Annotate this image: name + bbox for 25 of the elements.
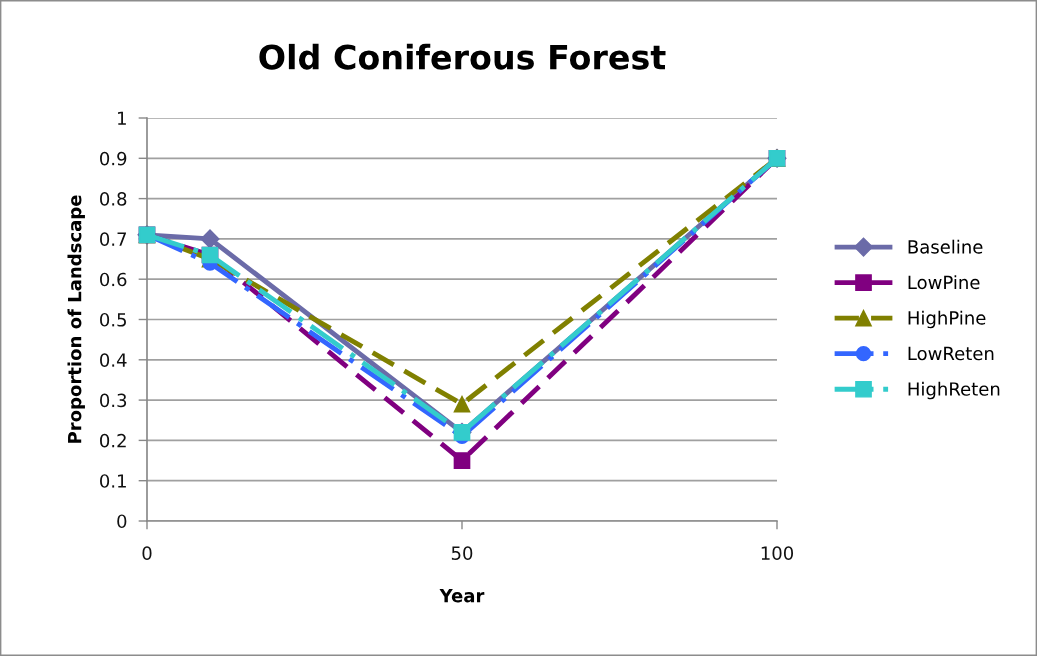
y-tick-label: 0.8: [100, 192, 127, 206]
x-tick-label: 0: [142, 546, 152, 560]
legend-label: LowPine: [908, 275, 980, 290]
y-tick-label: 1: [118, 111, 126, 125]
legend-label: LowReten: [908, 346, 994, 361]
x-tick-label: 100: [761, 546, 794, 560]
y-tick-label: 0.9: [100, 151, 127, 166]
chart-title: Old Coniferous Forest: [259, 43, 666, 70]
y-tick-label: 0.3: [100, 393, 127, 408]
x-tick-label: 50: [451, 546, 473, 560]
point: [453, 395, 471, 413]
x-axis-title: Year: [439, 589, 485, 603]
y-tick-label: 0.7: [100, 232, 127, 247]
y-tick-label: 0.1: [100, 474, 126, 488]
point: [200, 229, 220, 249]
y-tick-label: 0: [117, 514, 127, 529]
y-tick-label: 0.6: [100, 272, 127, 287]
legend-label: Baseline: [908, 239, 983, 254]
legend-label: HighPine: [908, 310, 986, 329]
y-tick-label: 0.2: [100, 433, 126, 448]
y-tick-label: 0.5: [100, 312, 126, 327]
y-tick-label: 0.4: [100, 353, 127, 367]
point: [453, 452, 471, 469]
legend-label: HighReten: [908, 381, 1000, 400]
y-axis-title: Proportion of Landscape: [67, 195, 85, 443]
